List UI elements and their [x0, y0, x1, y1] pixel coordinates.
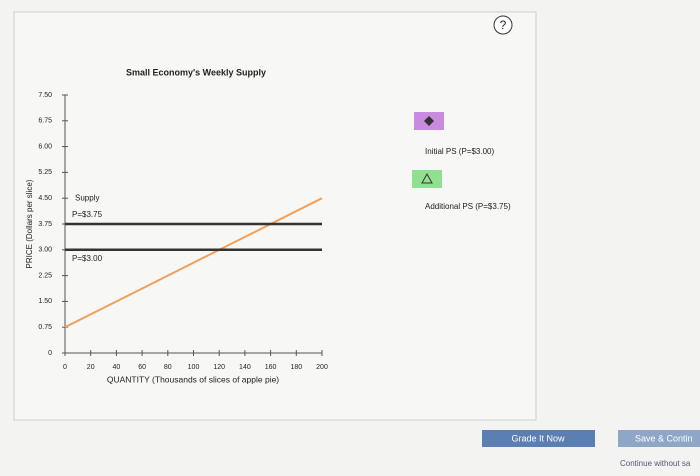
panel: [13, 11, 537, 421]
x-tick-label: 120: [213, 364, 225, 371]
x-tick-label: 100: [188, 364, 200, 371]
x-tick-label: 160: [265, 364, 277, 371]
line-label: P=$3.00: [72, 254, 103, 263]
y-tick-label: 5.25: [38, 169, 52, 176]
plot: 0 0.75 1.50 2.25 3.00 3.75 4.50 5.25 6.00 6.75 7.5…: [38, 92, 328, 371]
triangle-icon: [421, 172, 433, 184]
y-axis-label: PRICE (Dollars per slice): [25, 179, 34, 268]
y-tick-label: 6.75: [38, 118, 52, 125]
diamond-icon: [424, 116, 434, 126]
x-tick-label: 60: [138, 364, 146, 371]
y-tick-label: 4.50: [38, 195, 52, 202]
y-tick-label: 2.25: [38, 272, 52, 279]
save-button[interactable]: [618, 430, 700, 447]
x-tick-label: 200: [316, 364, 328, 371]
x-tick-label: 180: [290, 364, 302, 371]
x-tick-label: 140: [239, 364, 251, 371]
tool-label: Additional PS (P=$3.75): [425, 202, 511, 211]
continue-link[interactable]: Continue without sa: [620, 459, 691, 468]
y-tick-label: 0: [48, 350, 52, 357]
y-tick-label: 0.75: [38, 324, 52, 331]
y-tick-label: 3.00: [38, 247, 52, 254]
button-text: Save & Contin: [635, 433, 693, 443]
x-axis-label: QUANTITY (Thousands of slices of apple p…: [107, 374, 279, 384]
y-tick-label: 7.50: [38, 92, 52, 99]
y-tick-label: 1.50: [38, 298, 52, 305]
help-button[interactable]: [493, 15, 513, 35]
help-text: ?: [500, 18, 507, 32]
series-line: [64, 197, 323, 329]
x-tick-label: 80: [164, 364, 172, 371]
tool-box[interactable]: [412, 170, 442, 188]
x-tick-label: 20: [87, 364, 95, 371]
button-text: Grade It Now: [511, 433, 565, 443]
y-tick-label: 3.75: [38, 221, 52, 228]
y-tick-label: 6.00: [38, 143, 52, 150]
line-label: P=$3.75: [72, 210, 103, 219]
x-tick-label: 40: [113, 364, 121, 371]
chart-title: Small Economy's Weekly Supply: [126, 67, 266, 77]
line-label: Supply: [75, 193, 99, 202]
grade-button[interactable]: [482, 430, 595, 447]
tool-label: Initial PS (P=$3.00): [425, 147, 494, 156]
x-tick-label: 0: [63, 364, 67, 371]
